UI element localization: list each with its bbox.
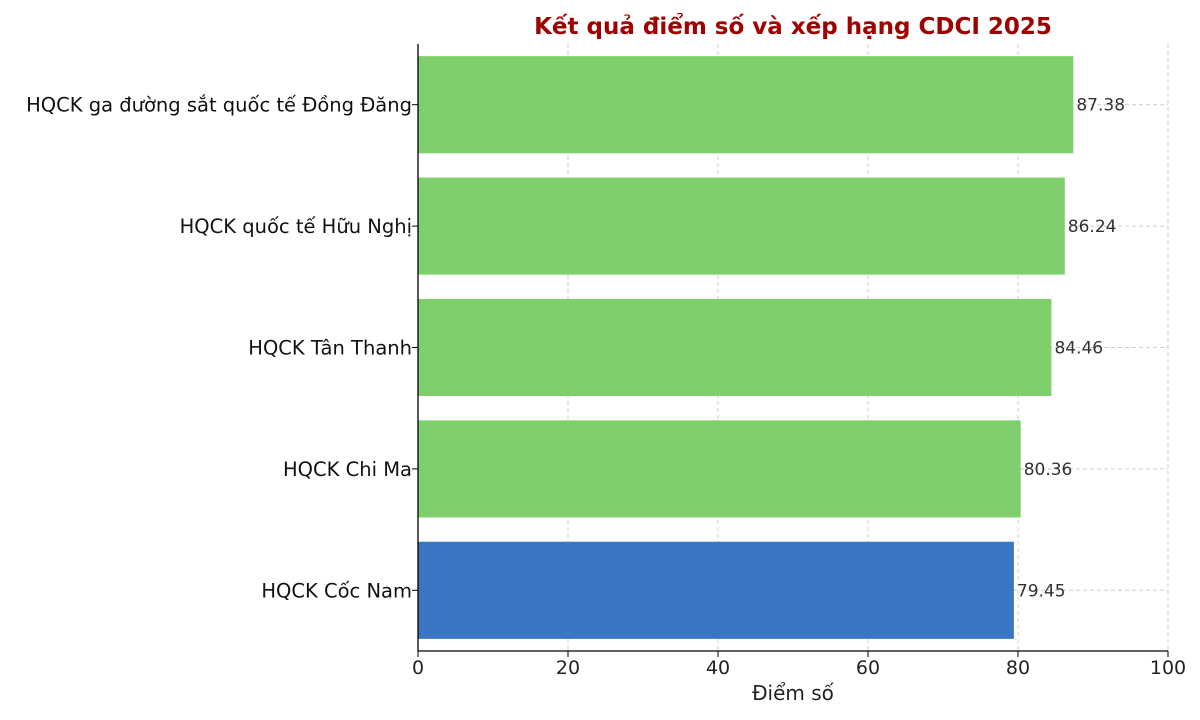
bar-value-label: 84.46	[1054, 339, 1103, 359]
bar	[418, 298, 1052, 397]
bar-value-label: 79.45	[1017, 581, 1066, 601]
bar-value-label: 86.24	[1068, 217, 1117, 237]
y-tick-label: HQCK Chi Ma	[283, 458, 412, 481]
chart-title: Kết quả điểm số và xếp hạng CDCI 2025	[534, 12, 1052, 40]
x-tick-label: 0	[412, 657, 424, 679]
y-tick-label: HQCK Tân Thanh	[248, 337, 412, 360]
x-tick-label: 60	[856, 657, 880, 679]
bar	[418, 56, 1074, 154]
x-axis-label: Điểm số	[752, 681, 835, 705]
bar	[418, 541, 1014, 639]
bar	[418, 177, 1065, 275]
bar	[418, 420, 1021, 518]
x-tick-label: 100	[1150, 657, 1186, 679]
x-tick-label: 20	[556, 657, 580, 679]
bar-value-label: 80.36	[1024, 460, 1073, 480]
y-tick-label: HQCK quốc tế Hữu Nghị	[180, 215, 412, 238]
y-tick-label: HQCK Cốc Nam	[261, 579, 412, 602]
bar-value-label: 87.38	[1076, 96, 1125, 116]
x-tick-label: 80	[1006, 657, 1030, 679]
x-tick-label: 40	[706, 657, 730, 679]
y-tick-label: HQCK ga đường sắt quốc tế Đồng Đăng	[26, 94, 412, 117]
